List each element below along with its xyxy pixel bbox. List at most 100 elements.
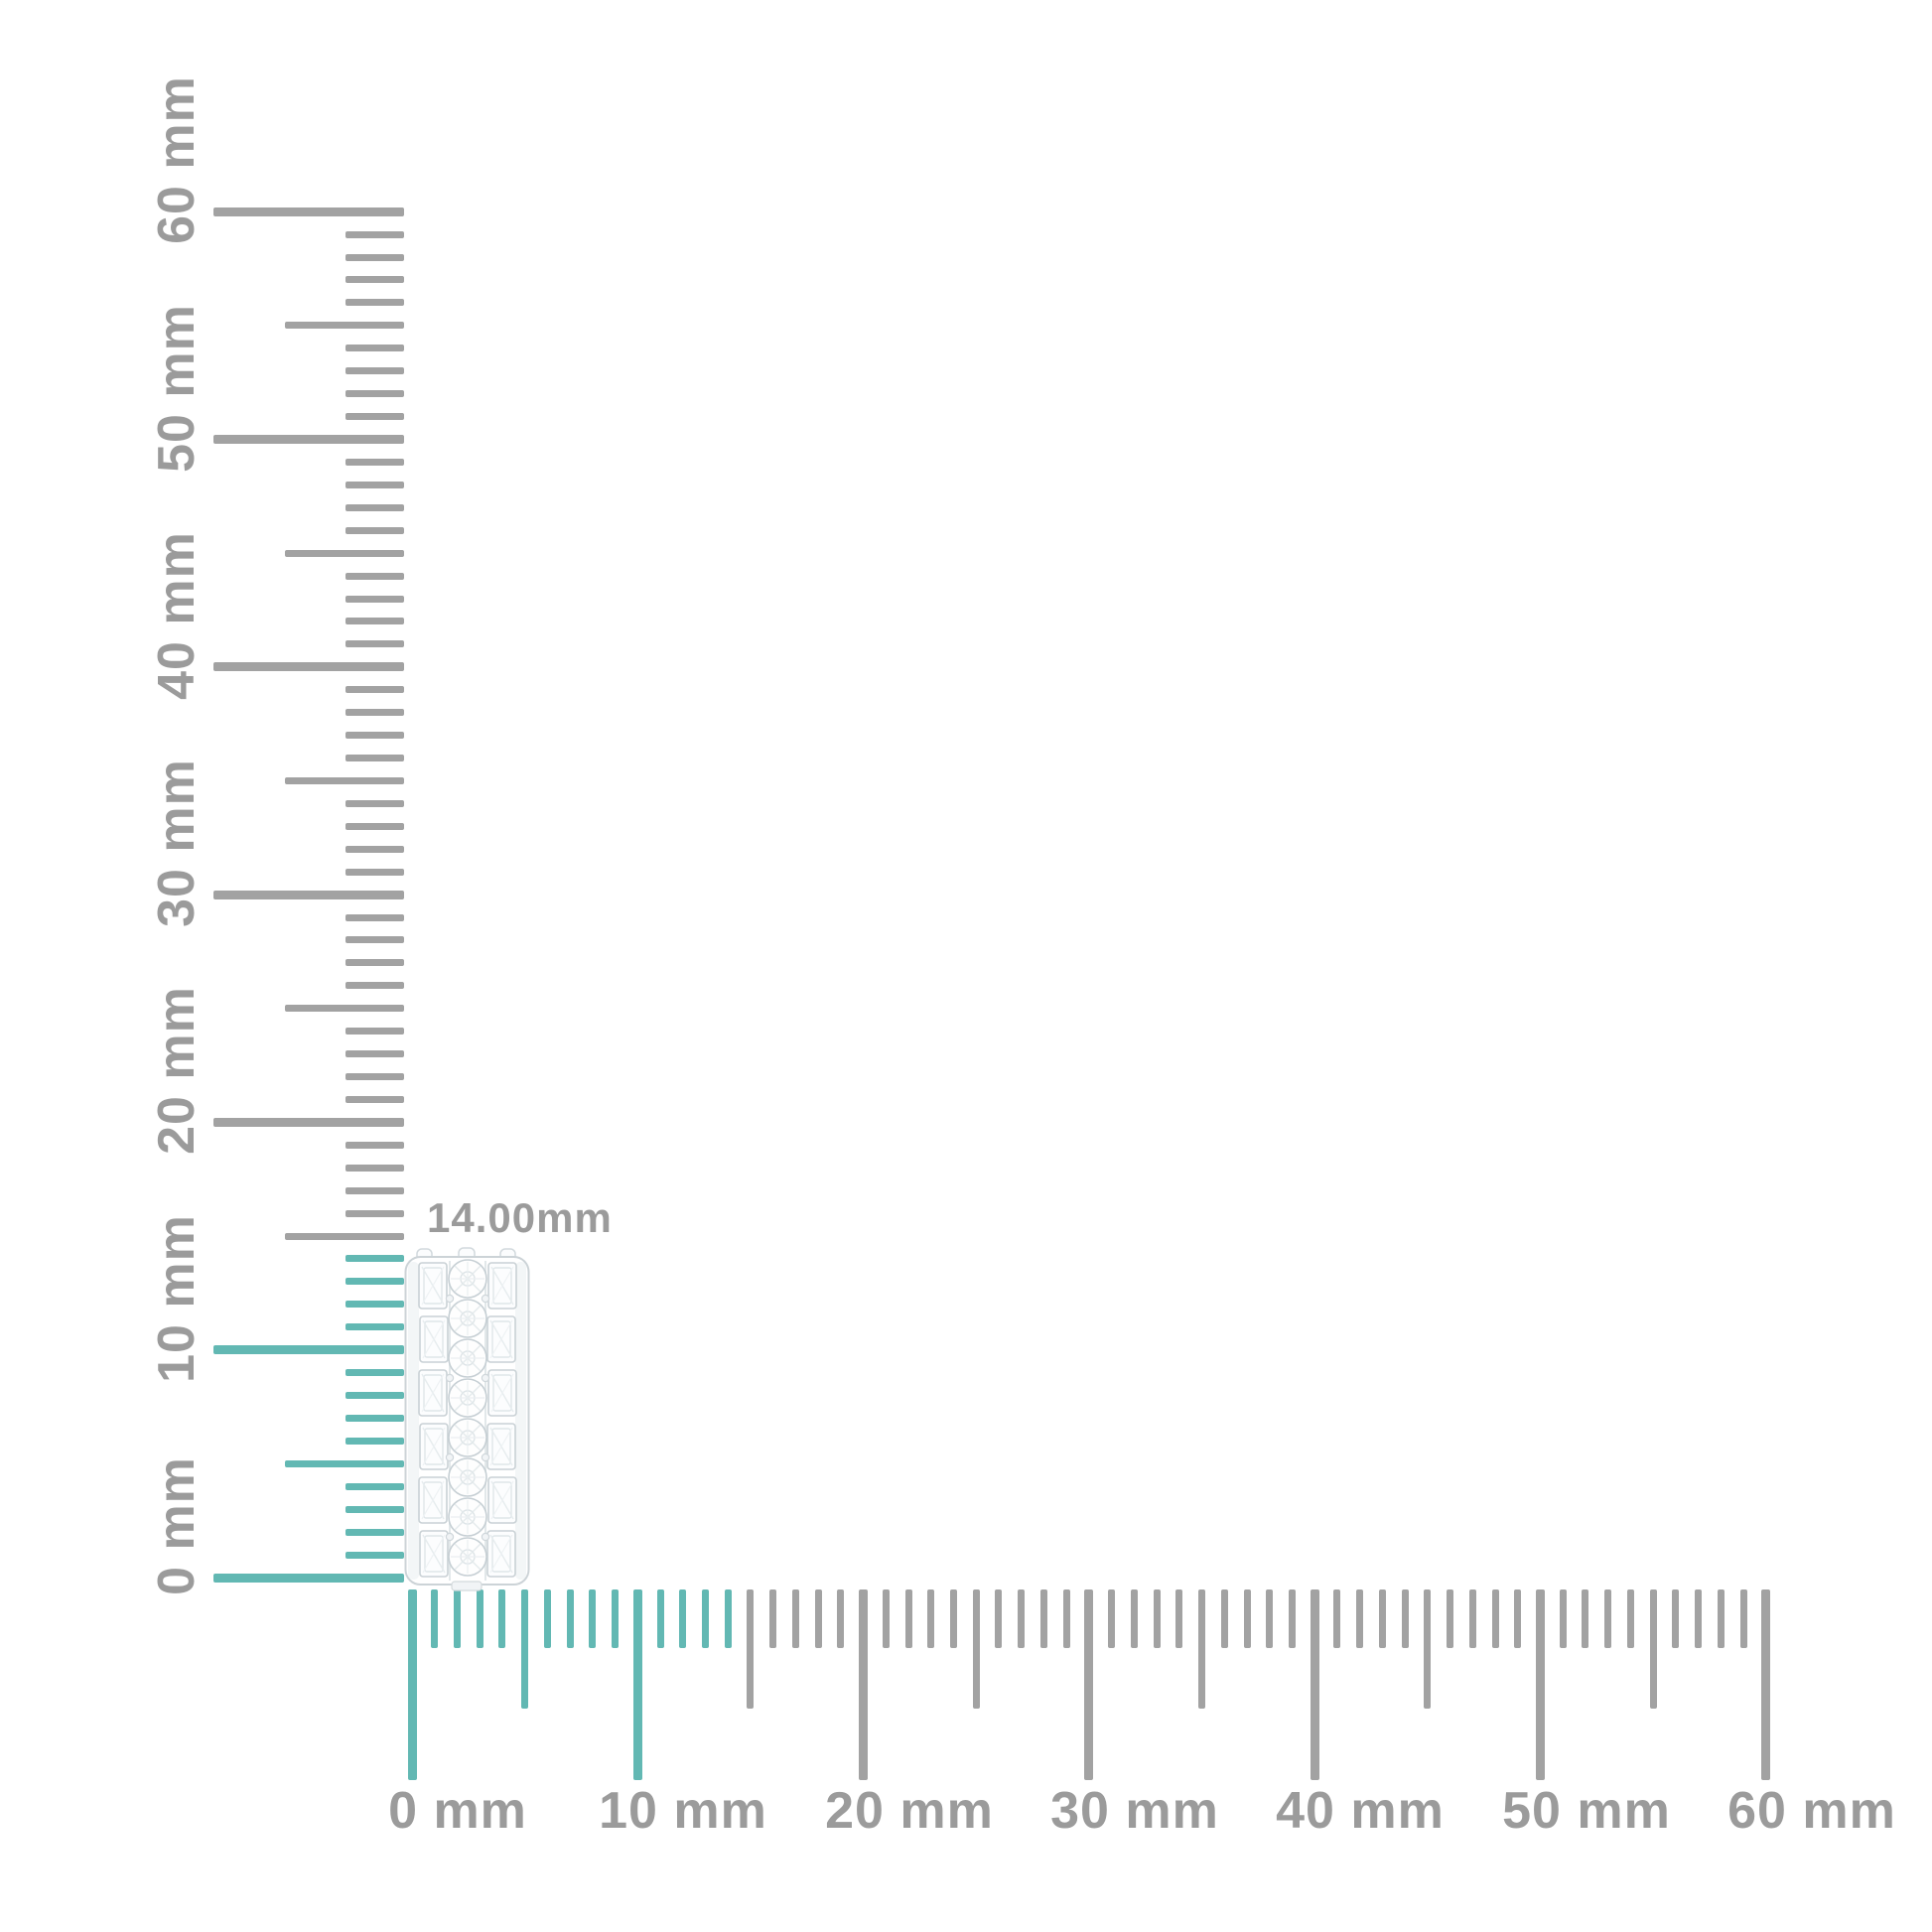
vertical-ruler-tick bbox=[345, 1255, 404, 1262]
vertical-ruler-tick bbox=[345, 1278, 404, 1285]
measurement-label: 14.00mm bbox=[427, 1194, 613, 1241]
horizontal-ruler-tick bbox=[1718, 1589, 1725, 1648]
horizontal-ruler-tick bbox=[1536, 1589, 1545, 1780]
horizontal-ruler-label: 60 mm bbox=[1727, 1782, 1896, 1840]
vertical-ruler-tick bbox=[345, 709, 404, 716]
horizontal-ruler-tick bbox=[657, 1589, 664, 1648]
horizontal-ruler-tick bbox=[1311, 1589, 1319, 1780]
horizontal-ruler-tick bbox=[1761, 1589, 1770, 1780]
vertical-ruler-tick bbox=[345, 1438, 404, 1445]
vertical-ruler-tick bbox=[285, 1233, 404, 1240]
horizontal-ruler-tick bbox=[837, 1589, 844, 1648]
horizontal-ruler-tick bbox=[477, 1589, 483, 1648]
vertical-ruler-tick bbox=[345, 755, 404, 761]
horizontal-ruler-tick bbox=[1108, 1589, 1115, 1648]
horizontal-ruler-tick bbox=[1379, 1589, 1386, 1648]
vertical-ruler-tick bbox=[345, 254, 404, 261]
vertical-ruler-tick bbox=[345, 482, 404, 488]
horizontal-ruler-label: 20 mm bbox=[825, 1782, 994, 1840]
horizontal-ruler-tick bbox=[859, 1589, 868, 1780]
vertical-ruler-tick bbox=[285, 777, 404, 784]
horizontal-ruler-tick bbox=[883, 1589, 890, 1648]
vertical-ruler-tick bbox=[345, 1073, 404, 1080]
horizontal-ruler-tick bbox=[567, 1589, 574, 1648]
horizontal-ruler-tick bbox=[521, 1589, 528, 1709]
horizontal-ruler-tick bbox=[1266, 1589, 1273, 1648]
vertical-ruler-tick bbox=[213, 435, 404, 444]
horizontal-ruler-tick bbox=[408, 1589, 417, 1780]
vertical-ruler-tick bbox=[345, 1415, 404, 1422]
horizontal-ruler-tick bbox=[1063, 1589, 1070, 1648]
horizontal-ruler-tick bbox=[1198, 1589, 1205, 1709]
vertical-ruler-label: 10 mm bbox=[148, 1214, 206, 1383]
horizontal-ruler-tick bbox=[1084, 1589, 1093, 1780]
horizontal-ruler-tick bbox=[1244, 1589, 1251, 1648]
horizontal-ruler-tick bbox=[973, 1589, 980, 1709]
horizontal-ruler-tick bbox=[1627, 1589, 1634, 1648]
vertical-ruler-tick bbox=[345, 345, 404, 351]
horizontal-ruler-tick bbox=[1695, 1589, 1702, 1648]
vertical-ruler-tick bbox=[345, 1369, 404, 1376]
horizontal-ruler-tick bbox=[1154, 1589, 1161, 1648]
vertical-ruler-tick bbox=[345, 504, 404, 511]
horizontal-ruler-tick bbox=[1356, 1589, 1363, 1648]
vertical-ruler-tick bbox=[213, 1574, 404, 1583]
horizontal-ruler-tick bbox=[950, 1589, 957, 1648]
diamond-band-image bbox=[404, 1247, 530, 1591]
vertical-ruler-tick bbox=[213, 662, 404, 671]
horizontal-ruler-tick bbox=[702, 1589, 709, 1648]
vertical-ruler-tick bbox=[345, 959, 404, 966]
vertical-ruler-tick bbox=[345, 1529, 404, 1536]
vertical-ruler-tick bbox=[213, 1118, 404, 1127]
vertical-ruler-tick bbox=[345, 299, 404, 306]
vertical-ruler-tick bbox=[345, 823, 404, 830]
vertical-ruler-tick bbox=[285, 550, 404, 557]
vertical-ruler-tick bbox=[345, 1301, 404, 1308]
vertical-ruler-tick bbox=[213, 1345, 404, 1354]
horizontal-ruler-tick bbox=[544, 1589, 551, 1648]
vertical-ruler-tick bbox=[345, 573, 404, 580]
vertical-ruler-tick bbox=[345, 732, 404, 739]
vertical-ruler-tick bbox=[345, 1142, 404, 1149]
vertical-ruler-tick bbox=[345, 640, 404, 647]
horizontal-ruler-tick bbox=[1402, 1589, 1409, 1648]
vertical-ruler-tick bbox=[213, 891, 404, 899]
vertical-ruler-tick bbox=[345, 1552, 404, 1559]
horizontal-ruler-tick bbox=[679, 1589, 686, 1648]
horizontal-ruler-tick bbox=[1018, 1589, 1025, 1648]
horizontal-ruler-tick bbox=[498, 1589, 505, 1648]
vertical-ruler-tick bbox=[345, 936, 404, 943]
horizontal-ruler-tick bbox=[1175, 1589, 1182, 1648]
horizontal-ruler-label: 30 mm bbox=[1050, 1782, 1219, 1840]
horizontal-ruler-tick bbox=[589, 1589, 596, 1648]
horizontal-ruler-tick bbox=[1131, 1589, 1138, 1648]
vertical-ruler-tick bbox=[345, 390, 404, 397]
vertical-ruler-tick bbox=[285, 322, 404, 329]
horizontal-ruler-tick bbox=[454, 1589, 461, 1648]
vertical-ruler-tick bbox=[345, 869, 404, 876]
horizontal-ruler-label: 0 mm bbox=[388, 1782, 527, 1840]
horizontal-ruler-tick bbox=[1740, 1589, 1747, 1648]
horizontal-ruler-tick bbox=[995, 1589, 1002, 1648]
vertical-ruler-label: 60 mm bbox=[148, 75, 206, 244]
vertical-ruler-tick bbox=[345, 1165, 404, 1172]
vertical-ruler-label: 30 mm bbox=[148, 759, 206, 927]
horizontal-ruler-tick bbox=[1604, 1589, 1611, 1648]
vertical-ruler-tick bbox=[345, 1483, 404, 1490]
vertical-ruler-label: 40 mm bbox=[148, 531, 206, 700]
vertical-ruler-tick bbox=[345, 459, 404, 466]
vertical-ruler-tick bbox=[345, 846, 404, 853]
horizontal-ruler-tick bbox=[747, 1589, 754, 1709]
horizontal-ruler-tick bbox=[1492, 1589, 1499, 1648]
vertical-ruler-tick bbox=[345, 413, 404, 420]
horizontal-ruler-tick bbox=[792, 1589, 799, 1648]
vertical-ruler-tick bbox=[345, 686, 404, 693]
vertical-ruler-tick bbox=[345, 800, 404, 807]
vertical-ruler-label: 50 mm bbox=[148, 304, 206, 473]
horizontal-ruler-tick bbox=[769, 1589, 776, 1648]
horizontal-ruler-tick bbox=[1672, 1589, 1679, 1648]
horizontal-ruler-tick bbox=[1424, 1589, 1431, 1709]
horizontal-ruler-tick bbox=[1582, 1589, 1588, 1648]
horizontal-ruler-tick bbox=[1333, 1589, 1340, 1648]
